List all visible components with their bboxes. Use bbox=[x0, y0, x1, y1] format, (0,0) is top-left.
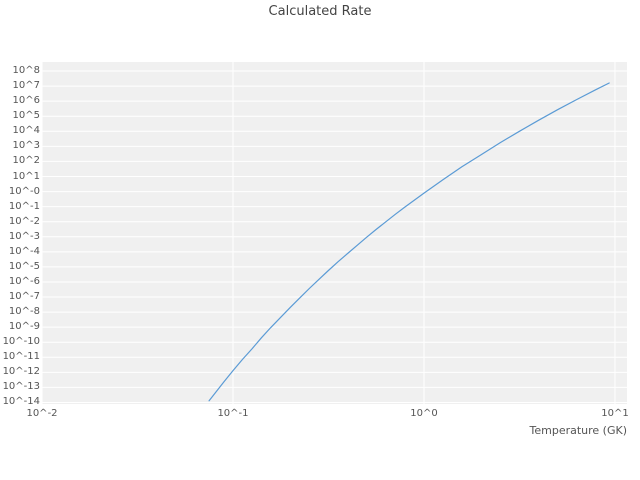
plot-area bbox=[42, 62, 627, 404]
y-tick-label: 10^-7 bbox=[8, 291, 40, 303]
y-tick-label: 10^-14 bbox=[2, 396, 40, 408]
y-tick-label: 10^4 bbox=[12, 125, 40, 137]
x-tick-label: 10^-1 bbox=[217, 408, 249, 419]
y-tick-label: 10^-2 bbox=[8, 215, 40, 227]
rate-curve bbox=[208, 82, 610, 402]
y-tick-label: 10^-3 bbox=[8, 230, 40, 242]
y-tick-label: 10^-10 bbox=[2, 336, 40, 348]
y-tick-label: 10^7 bbox=[12, 80, 40, 92]
y-tick-label: 10^-12 bbox=[2, 366, 40, 378]
y-tick-label: 10^-1 bbox=[8, 200, 40, 212]
y-tick-label: 10^1 bbox=[12, 170, 40, 182]
x-tick-label: 10^0 bbox=[410, 408, 438, 419]
y-tick-label: 10^-13 bbox=[2, 381, 40, 393]
x-axis-label: Temperature (GK) bbox=[529, 424, 628, 437]
y-tick-label: 10^-0 bbox=[8, 185, 40, 197]
y-tick-label: 10^6 bbox=[12, 95, 40, 107]
x-tick-label: 10^1 bbox=[601, 408, 629, 419]
y-tick-label: 10^8 bbox=[12, 65, 40, 77]
y-tick-label: 10^-9 bbox=[8, 321, 40, 333]
y-tick-label: 10^3 bbox=[12, 140, 40, 152]
y-tick-label: 10^-11 bbox=[2, 351, 40, 363]
y-tick-label: 10^-6 bbox=[8, 275, 40, 287]
y-tick-label: 10^-4 bbox=[8, 245, 40, 257]
y-tick-label: 10^-5 bbox=[8, 260, 40, 272]
y-tick-label: 10^5 bbox=[12, 110, 40, 122]
y-tick-label: 10^2 bbox=[12, 155, 40, 167]
x-tick-label: 10^-2 bbox=[26, 408, 58, 419]
chart-title: Calculated Rate bbox=[268, 4, 372, 19]
y-tick-label: 10^-8 bbox=[8, 306, 40, 318]
